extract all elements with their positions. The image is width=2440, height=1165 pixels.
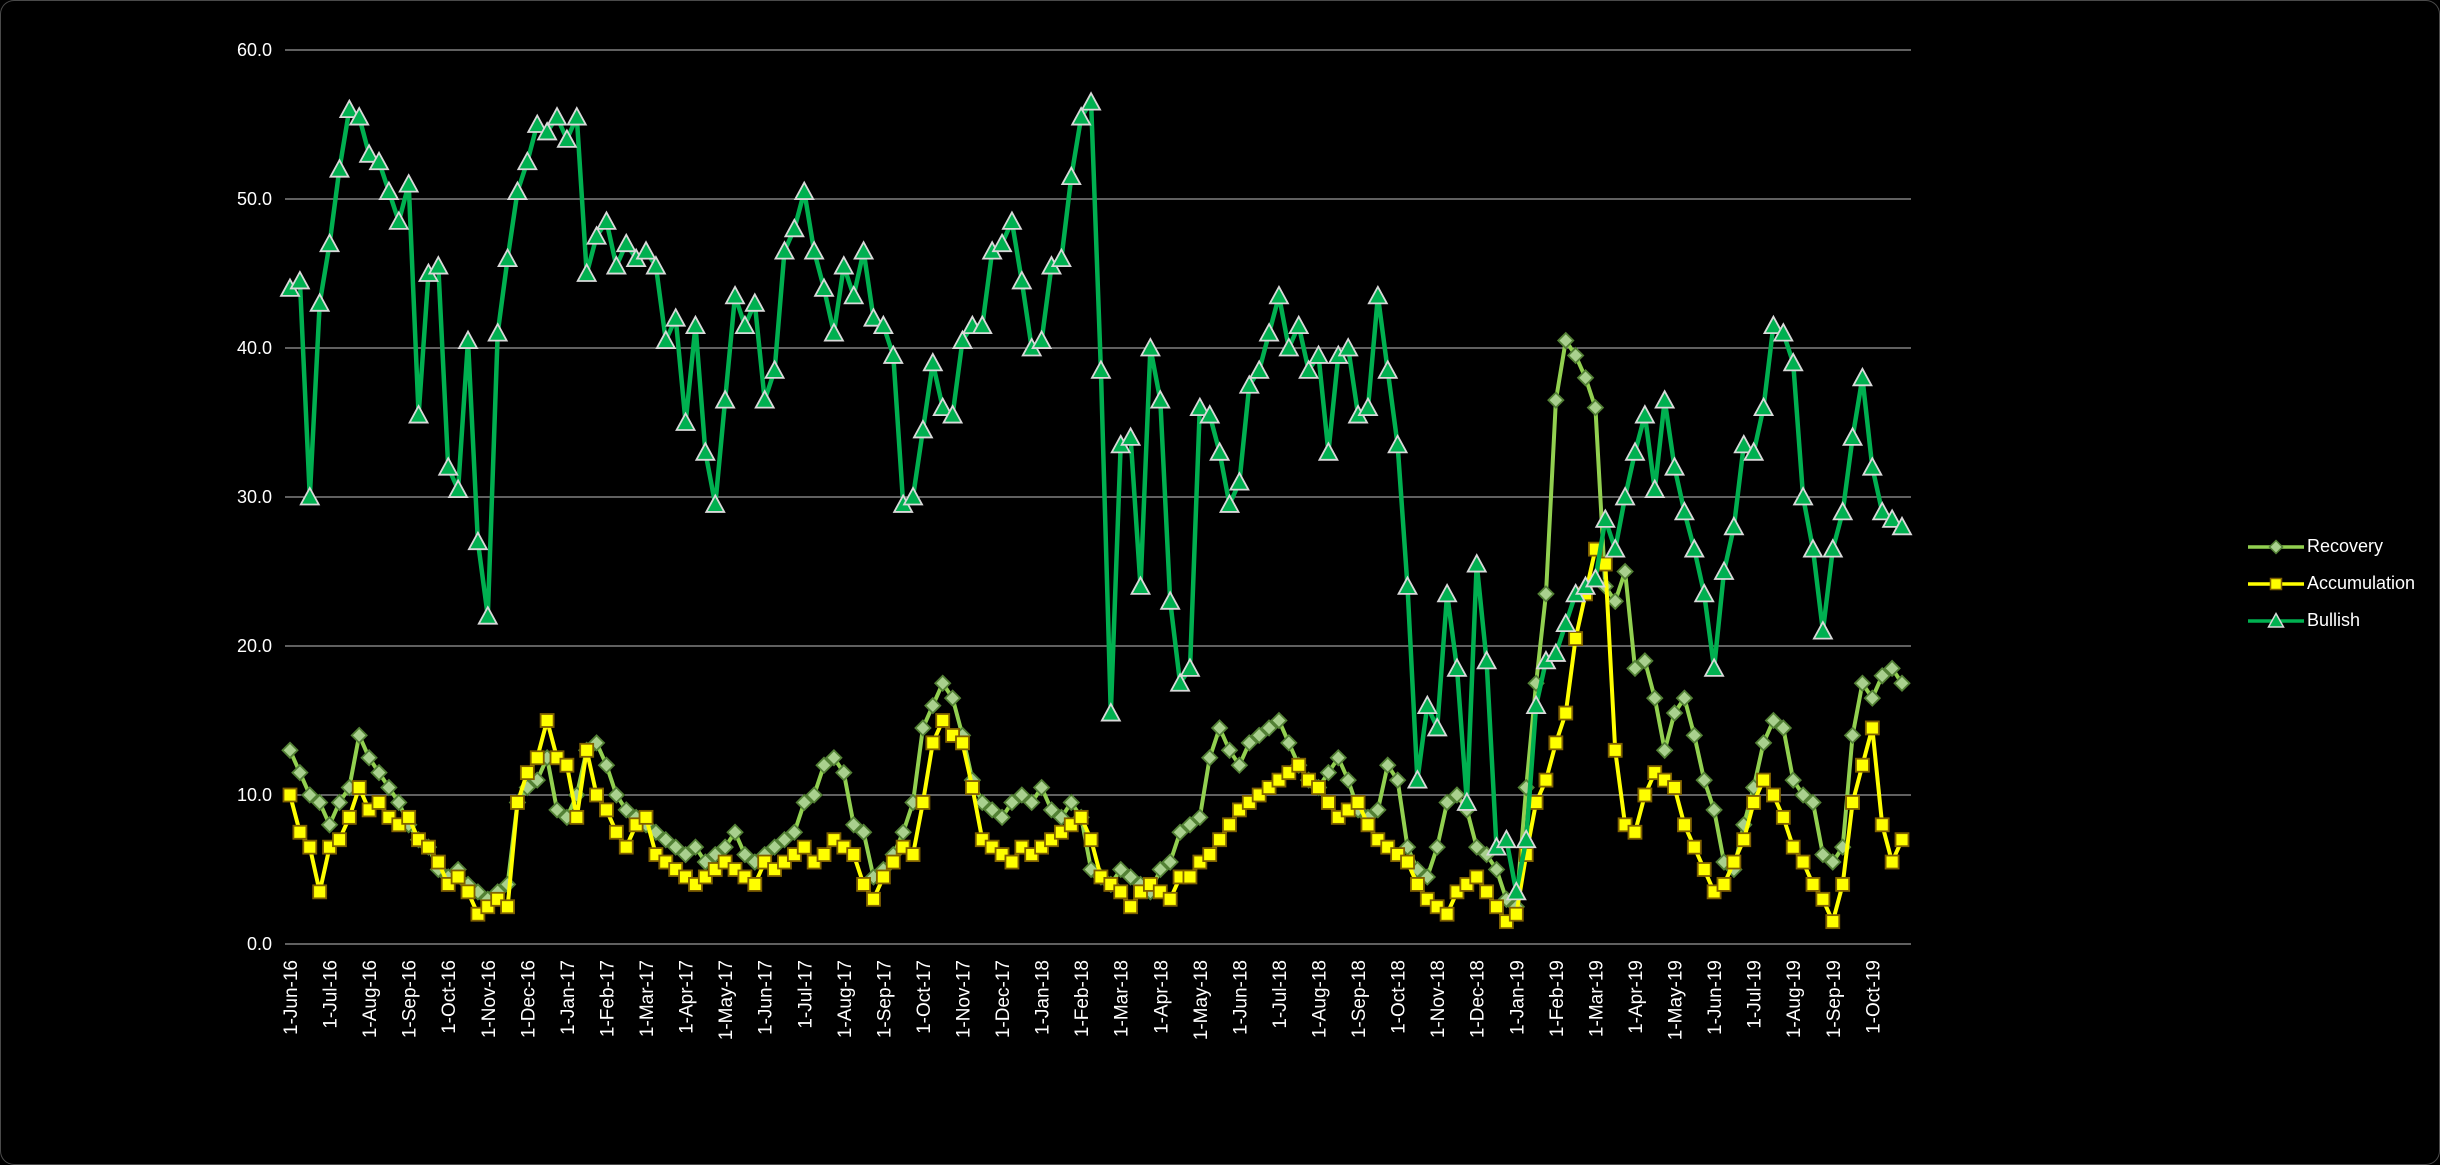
- x-axis-tick-label: 1-Apr-19: [1626, 960, 1647, 1034]
- legend-label-accumulation: Accumulation: [2307, 573, 2416, 593]
- x-axis-tick-label: 1-Aug-18: [1310, 960, 1331, 1038]
- x-axis-tick-label: 1-Apr-18: [1151, 960, 1172, 1034]
- legend-label-recovery: Recovery: [2307, 536, 2384, 556]
- x-axis-tick-label: 1-Aug-17: [835, 960, 856, 1038]
- y-axis-tick-label: 10.0: [237, 785, 272, 805]
- y-axis-tick-label: 60.0: [237, 40, 272, 60]
- x-axis-tick-label: 1-Jul-17: [795, 960, 816, 1029]
- bullish-series: [279, 91, 1913, 901]
- x-axis-tick-label: 1-Jan-18: [1033, 960, 1054, 1035]
- x-axis-tick-label: 1-Mar-19: [1586, 960, 1607, 1037]
- gridlines: [285, 49, 1911, 945]
- x-axis-tick-label: 1-Nov-16: [479, 960, 500, 1038]
- x-axis-tick-label: 1-Oct-17: [914, 960, 935, 1034]
- x-axis-tick-label: 1-Feb-18: [1072, 960, 1093, 1037]
- recovery-marker-icon: [2248, 538, 2304, 555]
- x-axis-tick-label: 1-Nov-17: [953, 960, 974, 1038]
- x-axis-tick-label: 1-Oct-16: [439, 960, 460, 1034]
- x-axis-tick-label: 1-Jun-16: [281, 960, 302, 1035]
- x-axis-tick-label: 1-Aug-19: [1784, 960, 1805, 1038]
- x-axis-tick-label: 1-Sep-17: [874, 960, 895, 1038]
- x-axis-tick-label: 1-May-17: [716, 960, 737, 1040]
- y-axis-tick-label: 0.0: [247, 934, 272, 954]
- legend-item-recovery: Recovery: [2248, 528, 2415, 565]
- y-axis-tick-label: 40.0: [237, 338, 272, 358]
- legend-label-bullish: Bullish: [2307, 610, 2361, 630]
- x-axis-tick-label: 1-Jun-19: [1705, 960, 1726, 1035]
- x-axis-tick-label: 1-Aug-16: [360, 960, 381, 1038]
- x-axis-tick-label: 1-Oct-18: [1389, 960, 1410, 1034]
- x-axis-tick-label: 1-Nov-18: [1428, 960, 1449, 1038]
- bullish-marker-icon: [2248, 611, 2304, 628]
- x-axis-tick-label: 1-Jul-19: [1745, 960, 1766, 1029]
- x-axis-tick-label: 1-Jun-18: [1230, 960, 1251, 1035]
- y-axis-tick-label: 50.0: [237, 189, 272, 209]
- x-axis-tick-label: 1-Dec-16: [518, 960, 539, 1038]
- x-axis-tick-label: 1-Jun-17: [756, 960, 777, 1035]
- accumulation-marker-icon: [2248, 577, 2304, 590]
- x-axis-tick-label: 1-Feb-17: [597, 960, 618, 1037]
- y-axis-tick-label: 30.0: [237, 487, 272, 507]
- x-axis-tick-label: 1-Oct-19: [1863, 960, 1884, 1034]
- x-axis-tick-label: 1-Jul-16: [321, 960, 342, 1029]
- x-axis-tick-label: 1-Sep-16: [400, 960, 421, 1038]
- x-axis-tick-label: 1-Mar-17: [637, 960, 658, 1037]
- x-axis-tick-label: 1-Jul-18: [1270, 960, 1291, 1029]
- legend: Recovery Accumulation Bullish: [2248, 528, 2415, 639]
- x-axis-tick-label: 1-Jan-19: [1507, 960, 1528, 1035]
- y-axis-labels: 0.0 10.0 20.0 30.0 40.0 50.0 60.0: [237, 40, 272, 954]
- x-axis-tick-label: 1-Sep-19: [1824, 960, 1845, 1038]
- x-axis-tick-label: 1-Dec-17: [993, 960, 1014, 1038]
- x-axis-tick-label: 1-Mar-18: [1112, 960, 1133, 1037]
- x-axis-tick-label: 1-Jan-17: [558, 960, 579, 1035]
- accumulation-series: [282, 541, 1910, 930]
- x-axis-tick-label: 1-May-19: [1666, 960, 1687, 1040]
- x-axis-tick-label: 1-May-18: [1191, 960, 1212, 1040]
- x-axis-tick-label: 1-Sep-18: [1349, 960, 1370, 1038]
- legend-item-bullish: Bullish: [2248, 602, 2415, 639]
- x-axis-tick-label: 1-Apr-17: [677, 960, 698, 1034]
- x-axis-labels: 1-Jun-16 1-Jul-16 1-Aug-16 1-Sep-16 1-Oct-16…: [281, 960, 1884, 1040]
- y-axis-tick-label: 20.0: [237, 636, 272, 656]
- x-axis-tick-label: 1-Feb-19: [1547, 960, 1568, 1037]
- x-axis-tick-label: 1-Dec-18: [1468, 960, 1489, 1038]
- legend-item-accumulation: Accumulation: [2248, 565, 2415, 602]
